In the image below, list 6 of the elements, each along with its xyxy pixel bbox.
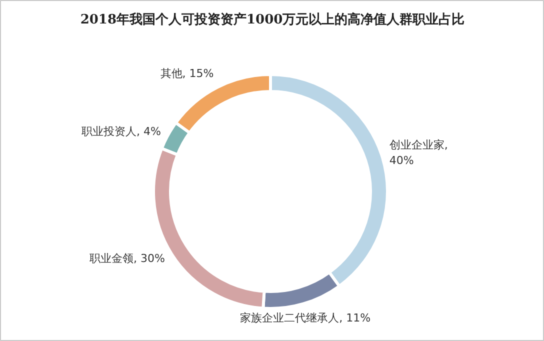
chart-title: 2018年我国个人可投资资产1000万元以上的高净值人群职业占比 [80, 12, 465, 28]
slice-label: 其他, 15% [160, 67, 214, 80]
slice-label: 职业金领, 30% [90, 252, 165, 265]
slice-label: 职业投资人, 4% [82, 124, 161, 138]
slice-label: 家族企业二代继承人, 11% [240, 312, 371, 325]
slice-label: 创业企业家, 40% [389, 138, 448, 168]
